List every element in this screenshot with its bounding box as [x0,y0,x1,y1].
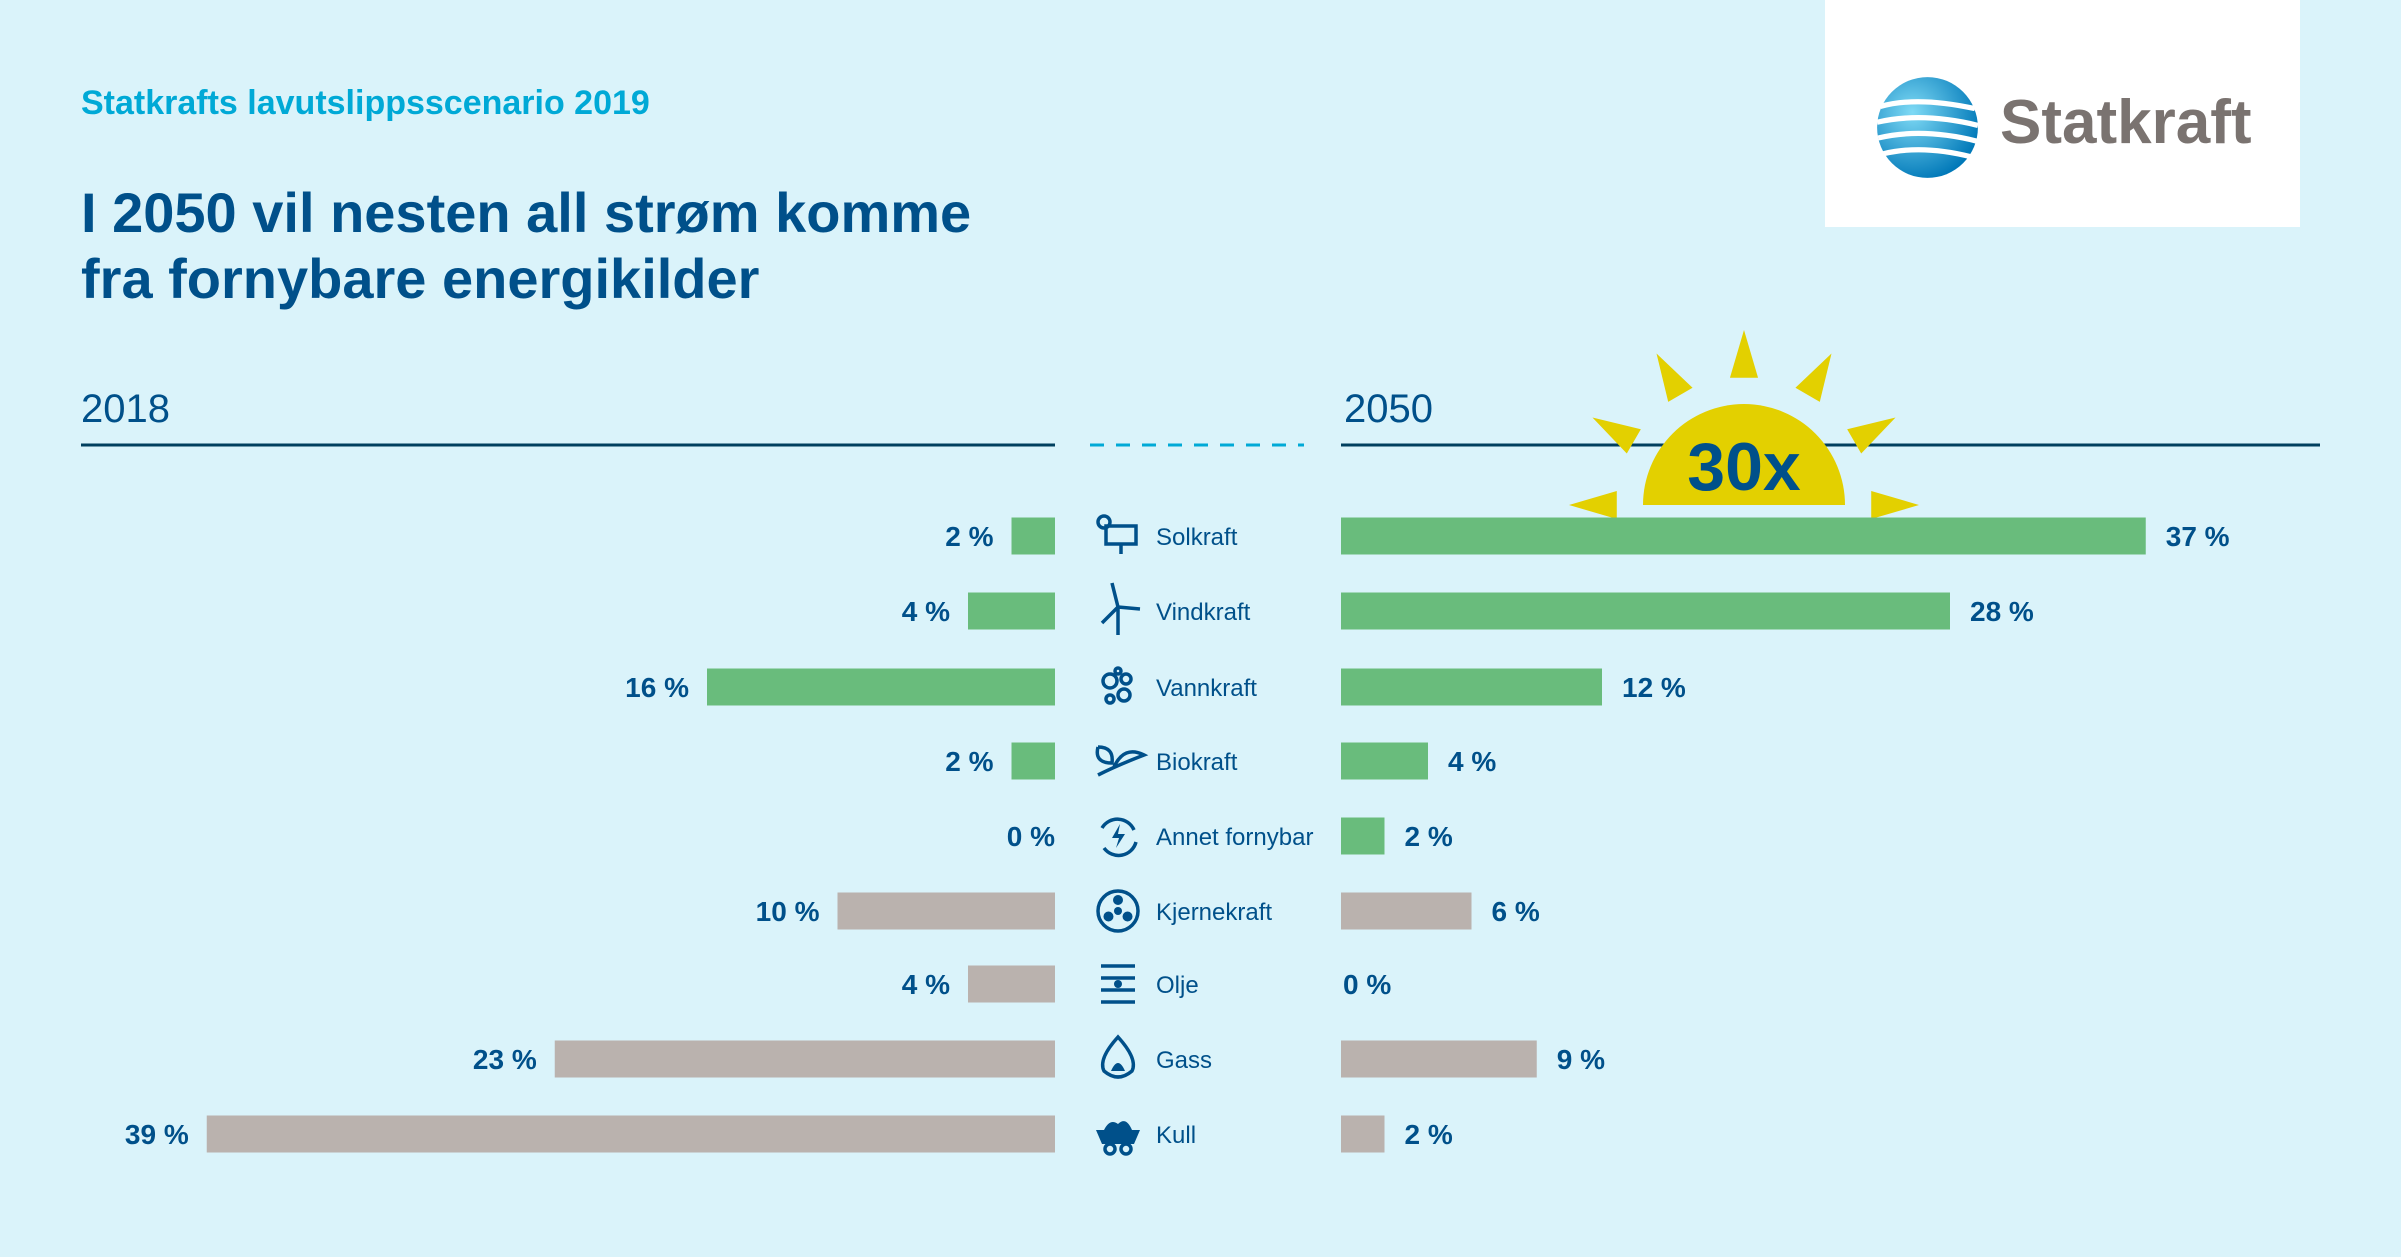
category-label: Gass [1156,1047,1212,1074]
bar-2018 [1011,742,1055,780]
bar-2050 [1341,1040,1537,1078]
value-label-2018: 16 % [625,672,689,703]
statkraft-logo: Statkraft [1825,0,2300,227]
bar-2050 [1341,592,1950,630]
category-label: Biokraft [1156,749,1238,776]
value-label-2050: 28 % [1970,596,2034,627]
bar-2050 [1341,892,1472,930]
solar-panel-icon [1096,514,1138,554]
category-label: Annet fornybar [1156,824,1313,851]
bar-2050 [1341,517,2146,555]
value-label-2050: 2 % [1405,821,1453,852]
wind-turbine-icon [1100,582,1141,635]
logo-text: Statkraft [2000,88,2252,157]
bar-2018 [968,592,1055,630]
headline-line-2: fra fornybare energikilder [81,247,760,310]
chart-row: 16 % 12 % Vannkraft [625,666,1686,706]
recycle-lightning-icon [1100,817,1138,858]
sun-icon [1569,330,1919,520]
category-label: Vindkraft [1156,599,1251,626]
chart-row: 0 % 2 % Annet fornybar [1007,817,1453,858]
value-label-2050: 37 % [2166,521,2230,552]
value-label-2050: 4 % [1448,746,1496,777]
oil-barrel-icon [1101,964,1135,1004]
logo-globe-icon [1876,77,1979,178]
bar-2050 [1341,742,1428,780]
headline-line-1: I 2050 vil nesten all strøm komme [81,181,972,244]
value-label-2050: 6 % [1492,896,1540,927]
bar-2018 [554,1040,1055,1078]
chart-row: 2 % 37 % Solkraft [945,514,2230,555]
chart-row: 4 % 28 % Vindkraft [902,582,2034,635]
nuclear-icon [1096,889,1140,933]
value-label-2018: 23 % [473,1044,537,1075]
leaf-icon [1095,745,1149,777]
sun-badge-text: 30x [1687,429,1801,505]
bar-2018 [968,965,1055,1003]
value-label-2018: 4 % [902,969,950,1000]
kicker: Statkrafts lavutslippsscenario 2019 [81,84,650,122]
chart-row: 2 % 4 % Biokraft [945,742,1496,780]
bar-2050 [1341,1115,1385,1153]
bar-2018 [837,892,1055,930]
category-label: Olje [1156,972,1199,999]
category-label: Solkraft [1156,524,1238,551]
page-title: I 2050 vil nesten all strøm komme fra fo… [81,180,1181,312]
value-label-2018: 2 % [945,521,993,552]
category-label: Vannkraft [1156,675,1257,702]
value-label-2050: 12 % [1622,672,1686,703]
value-label-2050: 2 % [1405,1119,1453,1150]
gas-flame-icon [1100,1034,1136,1079]
category-label: Kull [1156,1122,1196,1149]
value-label-2018: 2 % [945,746,993,777]
category-label: Kjernekraft [1156,899,1272,926]
series-label-2050: 2050 [1344,387,1433,431]
value-label-2018: 0 % [1007,821,1055,852]
series-label-2018: 2018 [81,387,170,431]
bar-2018 [206,1115,1055,1153]
bar-2050 [1341,668,1602,706]
water-drops-icon [1101,666,1133,705]
value-label-2018: 39 % [125,1119,189,1150]
chart-row: 4 % 0 % Olje [902,964,1391,1004]
bar-2050 [1341,817,1385,855]
chart-row: 39 % 2 % Kull [125,1115,1453,1156]
chart-row: 10 % 6 % Kjernekraft [756,889,1540,933]
value-label-2018: 4 % [902,596,950,627]
chart-row: 23 % 9 % Gass [473,1034,1605,1079]
value-label-2018: 10 % [756,896,820,927]
value-label-2050: 9 % [1557,1044,1605,1075]
value-label-2050: 0 % [1343,969,1391,1000]
coal-cart-icon [1096,1121,1140,1156]
bar-2018 [1011,517,1055,555]
bar-2018 [707,668,1055,706]
